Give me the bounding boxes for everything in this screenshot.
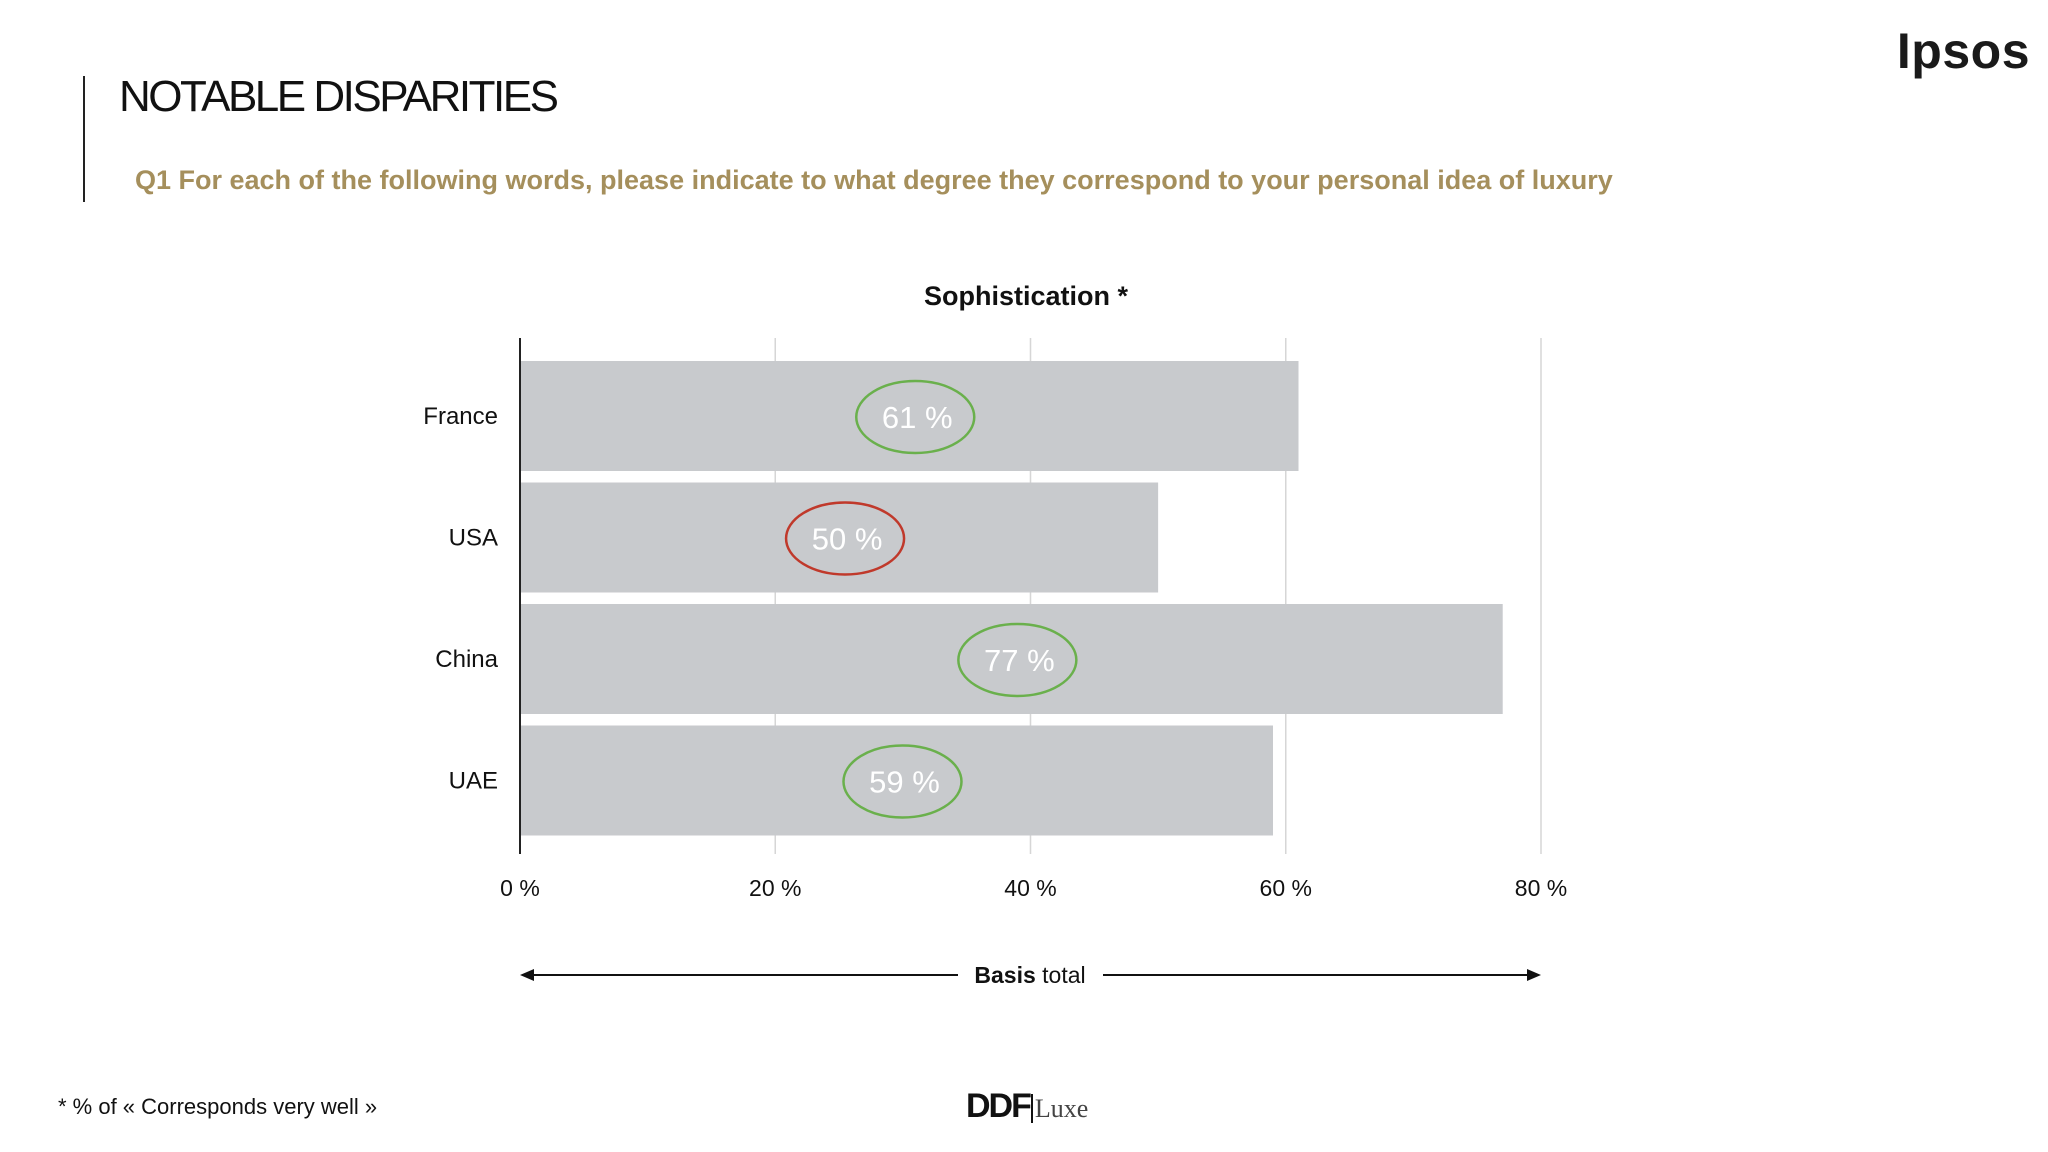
x-tick-label: 40 %	[1004, 875, 1056, 901]
category-label: France	[423, 403, 498, 430]
category-label: USA	[449, 525, 498, 552]
chart-title: Sophistication *	[924, 281, 1129, 311]
bars: France 61 % USA 50 % China 77 % UAE 59 %	[423, 361, 1503, 836]
ipsos-logo: Ipsos	[1896, 23, 2030, 79]
logo-main: DDF	[966, 1087, 1032, 1125]
x-tick-label: 20 %	[749, 875, 801, 901]
basis-bold: Basis	[974, 962, 1035, 988]
footnote: * % of « Corresponds very well »	[58, 1094, 378, 1119]
question-text: Q1 For each of the following words, plea…	[135, 165, 1613, 195]
x-tick-label: 0 %	[500, 875, 540, 901]
value-label: 77 %	[984, 643, 1055, 678]
arrowhead-left	[520, 969, 534, 981]
x-tick-label: 60 %	[1260, 875, 1312, 901]
title-accent-bar	[83, 76, 85, 202]
category-label: UAE	[449, 768, 498, 795]
value-label: 59 %	[869, 765, 940, 800]
x-tick-labels: 0 % 20 % 40 % 60 % 80 %	[500, 875, 1567, 901]
basis-text: total	[1036, 962, 1086, 988]
x-tick-label: 80 %	[1515, 875, 1567, 901]
ddf-luxe-logo: DDF Luxe	[966, 1087, 1089, 1126]
value-label: 61 %	[882, 400, 953, 435]
page-title: NOTABLE DISPARITIES	[119, 72, 559, 121]
highlight-ellipse	[842, 744, 963, 819]
basis-label: Basis total	[974, 962, 1085, 988]
value-label: 50 %	[812, 522, 883, 557]
highlight-ellipse	[855, 379, 976, 455]
logo-sub: Luxe	[1030, 1094, 1089, 1123]
arrowhead-right	[1527, 969, 1541, 981]
category-label: China	[435, 646, 498, 673]
highlight-ellipse	[957, 622, 1078, 698]
basis-annotation: Basis total	[520, 962, 1541, 988]
highlight-ellipse	[784, 501, 906, 576]
